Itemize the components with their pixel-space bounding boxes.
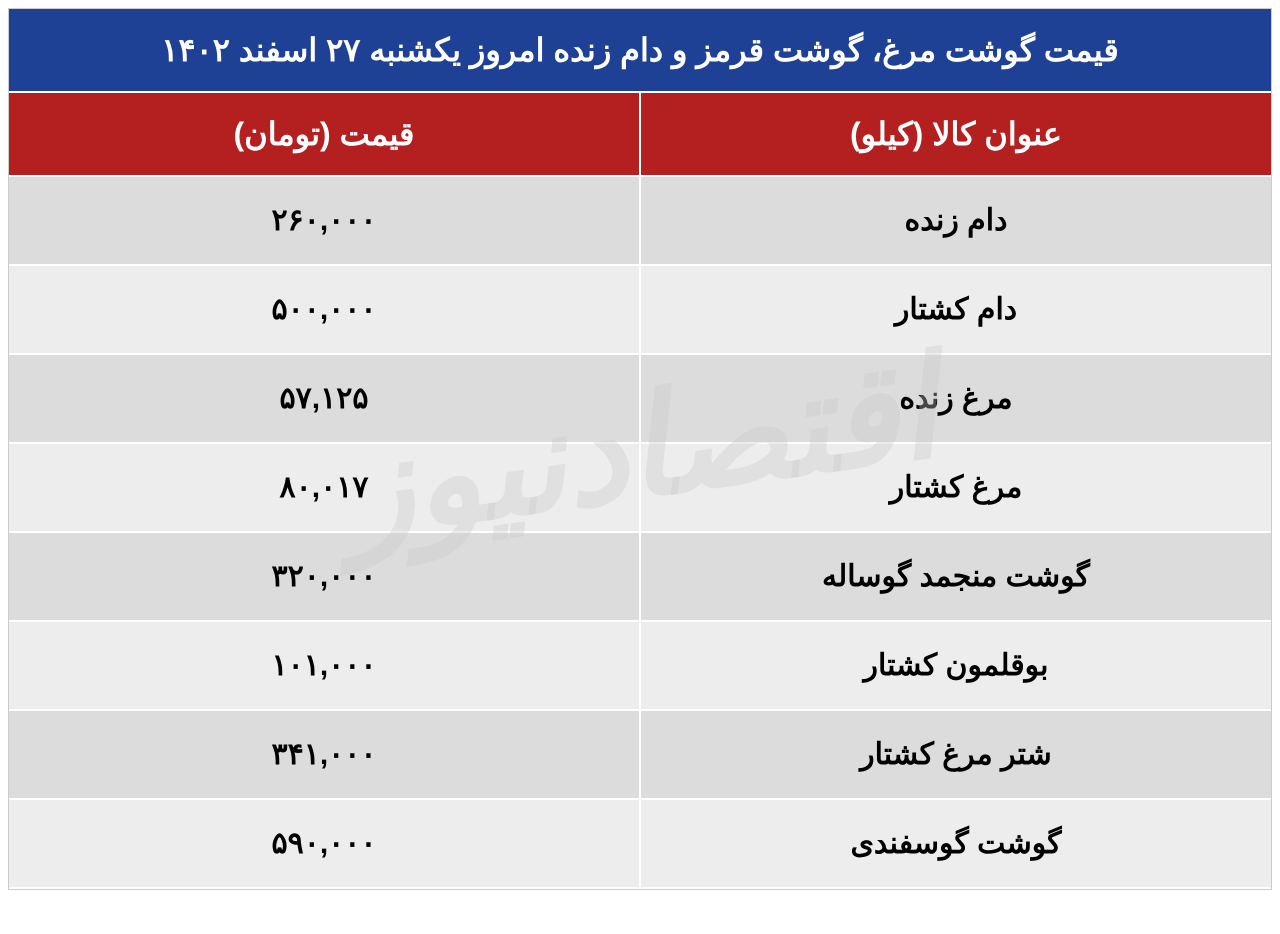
cell-price: ۵۹۰,۰۰۰ (9, 800, 639, 889)
cell-price: ۱۰۱,۰۰۰ (9, 622, 639, 711)
cell-item: بوقلمون کشتار (639, 622, 1271, 711)
cell-price: ۳۴۱,۰۰۰ (9, 711, 639, 800)
cell-item: مرغ زنده (639, 355, 1271, 444)
header-price: قیمت (تومان) (9, 93, 639, 177)
cell-item: گوشت منجمد گوساله (639, 533, 1271, 622)
cell-item: گوشت گوسفندی (639, 800, 1271, 889)
table-row: گوشت منجمد گوساله ۳۲۰,۰۰۰ (9, 533, 1271, 622)
cell-price: ۵۰۰,۰۰۰ (9, 266, 639, 355)
cell-item: دام زنده (639, 177, 1271, 266)
header-item: عنوان کالا (کیلو) (639, 93, 1271, 177)
table-row: دام زنده ۲۶۰,۰۰۰ (9, 177, 1271, 266)
cell-item: شتر مرغ کشتار (639, 711, 1271, 800)
table-row: بوقلمون کشتار ۱۰۱,۰۰۰ (9, 622, 1271, 711)
table-row: گوشت گوسفندی ۵۹۰,۰۰۰ (9, 800, 1271, 889)
table-header-row: عنوان کالا (کیلو) قیمت (تومان) (9, 93, 1271, 177)
table-title: قیمت گوشت مرغ، گوشت قرمز و دام زنده امرو… (9, 9, 1271, 93)
cell-price: ۵۷,۱۲۵ (9, 355, 639, 444)
cell-price: ۸۰,۰۱۷ (9, 444, 639, 533)
table-row: مرغ زنده ۵۷,۱۲۵ (9, 355, 1271, 444)
table-body: دام زنده ۲۶۰,۰۰۰ دام کشتار ۵۰۰,۰۰۰ مرغ ز… (9, 177, 1271, 889)
price-table: قیمت گوشت مرغ، گوشت قرمز و دام زنده امرو… (8, 8, 1272, 890)
cell-price: ۳۲۰,۰۰۰ (9, 533, 639, 622)
table-row: شتر مرغ کشتار ۳۴۱,۰۰۰ (9, 711, 1271, 800)
cell-price: ۲۶۰,۰۰۰ (9, 177, 639, 266)
cell-item: مرغ کشتار (639, 444, 1271, 533)
cell-item: دام کشتار (639, 266, 1271, 355)
table-row: مرغ کشتار ۸۰,۰۱۷ (9, 444, 1271, 533)
table-row: دام کشتار ۵۰۰,۰۰۰ (9, 266, 1271, 355)
